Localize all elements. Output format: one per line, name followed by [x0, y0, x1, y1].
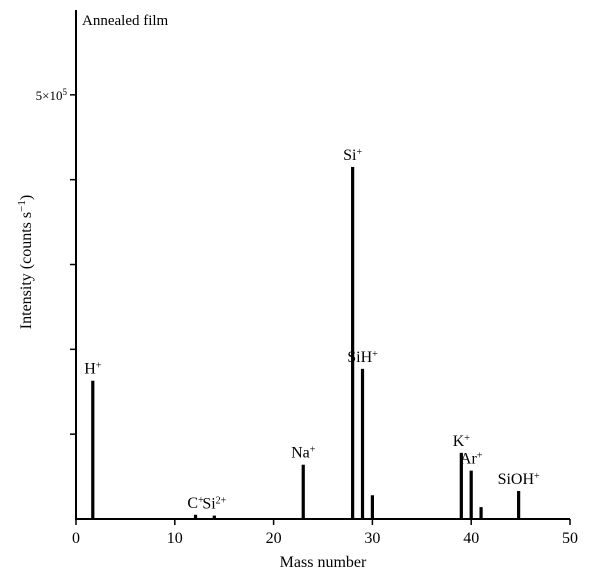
y-axis-label: Intensity (counts s−1)	[16, 195, 35, 329]
x-tick-label: 50	[562, 530, 578, 547]
peak-label: SiH+	[347, 348, 378, 366]
peak-label: Ar+	[460, 450, 483, 468]
peak-label: Si2+	[202, 495, 226, 513]
peak-bar	[91, 380, 95, 519]
peak-bar	[212, 515, 216, 519]
chart-title: Annealed film	[82, 13, 169, 29]
peak-label: SiOH+	[498, 471, 540, 489]
x-axis-label: Mass number	[280, 554, 367, 571]
peak-bar	[193, 514, 198, 519]
labels: H+ C+Si2+ Na+ Si+ SiH+ K+Ar+ SiOH+	[84, 146, 540, 512]
peak-label: C+	[187, 494, 204, 512]
peak-label: Si+	[343, 146, 362, 164]
y-tick-label: 5×105	[36, 87, 68, 103]
peak-bar	[301, 464, 305, 519]
peak-label: Na+	[291, 444, 316, 462]
peak-bar	[370, 495, 374, 519]
peak-bar	[517, 491, 521, 519]
x-tick-label: 0	[72, 530, 80, 547]
peak-label: H+	[84, 360, 102, 378]
x-tick-label: 40	[463, 530, 479, 547]
peak-bar	[459, 452, 463, 519]
x-tick-label: 10	[167, 530, 183, 547]
x-tick-label: 30	[364, 530, 380, 547]
peak-bar	[479, 507, 483, 519]
x-tick-label: 20	[266, 530, 282, 547]
peaks	[91, 166, 521, 520]
peak-bar	[351, 166, 355, 520]
peak-bar	[360, 368, 365, 519]
peak-label: K+	[453, 432, 471, 450]
peak-bar	[469, 470, 473, 519]
axes: 0 10 20 30 40 50 5×105	[36, 10, 578, 547]
